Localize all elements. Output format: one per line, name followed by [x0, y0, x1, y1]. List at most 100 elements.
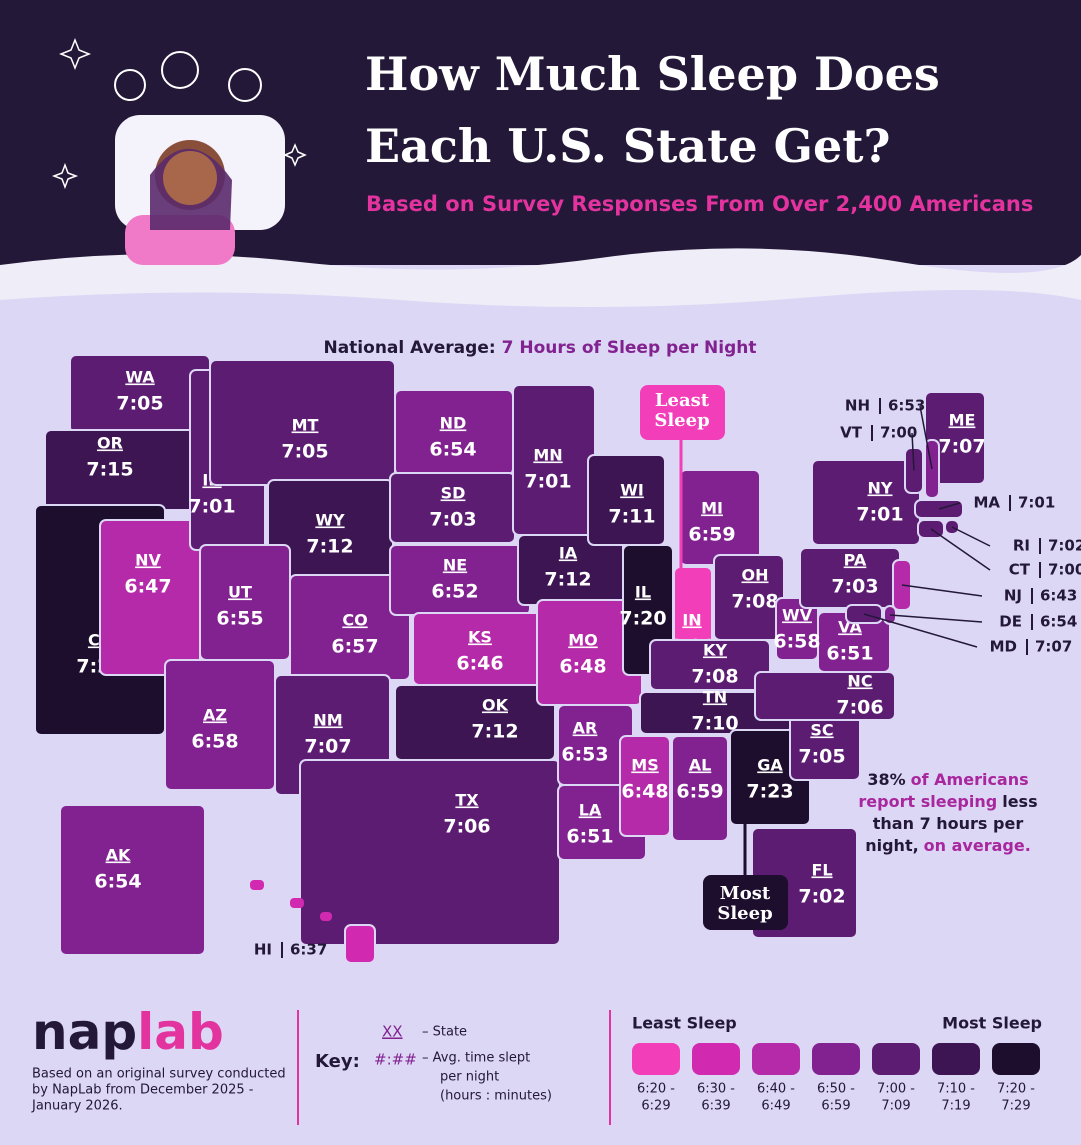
- state-abbr: NC: [847, 672, 872, 691]
- key-label: Key:: [315, 1051, 360, 1072]
- state-time: 7:11: [608, 506, 655, 528]
- state-shape: [59, 804, 206, 956]
- state-abbr: AK: [106, 846, 131, 865]
- state-abbr: PA: [844, 551, 867, 570]
- state-time: 7:15: [86, 459, 133, 481]
- legend-swatch: [812, 1043, 860, 1075]
- legend-label: 6:50 -: [817, 1082, 855, 1097]
- state-abbr: VT: [840, 424, 863, 442]
- state-time: 7:01: [188, 496, 235, 518]
- state-abbr: NV: [135, 551, 161, 570]
- state-abbr: DE: [999, 613, 1022, 631]
- state-time: 6:52: [431, 581, 478, 603]
- wave: [0, 289, 1081, 330]
- state-abbr: SC: [810, 721, 833, 740]
- leader-line: [863, 613, 978, 648]
- state-shape: [344, 924, 376, 964]
- state-time: 7:12: [306, 536, 353, 558]
- legend-swatch: [692, 1043, 740, 1075]
- state-time: 7:05: [281, 441, 328, 463]
- state-time: 6:47: [124, 576, 171, 598]
- callout-box: [640, 385, 725, 440]
- key-desc: – Avg. time slept: [422, 1051, 530, 1066]
- state-time: 7:05: [116, 393, 163, 415]
- state-time: 7:02: [1048, 537, 1081, 555]
- callout-text: Most: [720, 883, 771, 904]
- state-shape: [164, 659, 276, 791]
- note-part: report sleeping: [858, 792, 997, 811]
- state-shape: [250, 880, 264, 890]
- source-line: Based on an original survey conducted: [32, 1067, 286, 1082]
- illustration: [51, 37, 307, 265]
- callout-text: Sleep: [654, 410, 709, 431]
- legend-most: Most Sleep: [942, 1014, 1042, 1033]
- state-abbr: OK: [482, 696, 509, 715]
- note-part: 38%: [867, 770, 905, 789]
- key-desc: (hours : minutes): [440, 1089, 552, 1104]
- state-time: 7:12: [544, 569, 591, 591]
- state-shape: [679, 469, 761, 566]
- note-line: night, on average.: [865, 836, 1031, 855]
- legend-swatch: [932, 1043, 980, 1075]
- state-shape: [320, 912, 332, 921]
- legend-label: 6:49: [761, 1099, 790, 1114]
- state-time: 6:59: [688, 524, 735, 546]
- state-abbr: MT: [292, 416, 319, 435]
- state-abbr: ME: [949, 411, 976, 430]
- title-line: Each U.S. State Get?: [365, 119, 890, 173]
- state-abbr: RI: [1013, 537, 1030, 555]
- state-time: 7:07: [1035, 638, 1072, 656]
- source-line: January 2026.: [31, 1099, 123, 1114]
- value: 7 Hours of Sleep per Night: [502, 338, 757, 358]
- state-shape: [619, 735, 671, 837]
- key-desc: – State: [422, 1025, 467, 1040]
- legend-least: Least Sleep: [632, 1014, 737, 1033]
- state-abbr: WI: [620, 481, 644, 500]
- state-abbr: NJ: [1004, 587, 1022, 605]
- note-line: 38% of Americans: [867, 770, 1028, 789]
- state-time: 7:08: [731, 591, 778, 613]
- state-time: 7:10: [691, 713, 738, 735]
- source-line: by NapLab from December 2025 -: [32, 1083, 254, 1098]
- note-line: than 7 hours per: [873, 814, 1024, 833]
- leader-line: [889, 614, 983, 623]
- legend-swatch: [992, 1043, 1040, 1075]
- state-time: 6:55: [216, 608, 263, 630]
- legend-swatch: [872, 1043, 920, 1075]
- state-abbr: IN: [682, 611, 701, 630]
- key-sample: #:##: [374, 1051, 417, 1069]
- state-time: 6:54: [94, 871, 141, 893]
- state-time: 6:54: [429, 439, 476, 461]
- state-time: 7:03: [831, 576, 878, 598]
- state-abbr: KS: [468, 628, 492, 647]
- note-part: than 7 hours per: [873, 814, 1024, 833]
- state-time: 6:48: [559, 656, 606, 678]
- state-abbr: MD: [990, 638, 1017, 656]
- state-abbr: MI: [701, 499, 723, 518]
- state-time: 7:01: [1018, 494, 1055, 512]
- state-abbr: OR: [97, 434, 123, 453]
- state-shape: [671, 735, 729, 842]
- state-time: 6:58: [191, 731, 238, 753]
- state-time: 6:53: [888, 397, 925, 415]
- state-abbr: MA: [973, 494, 1000, 512]
- state-time: 7:06: [836, 697, 883, 719]
- legend-label: 6:30 -: [697, 1082, 735, 1097]
- label: National Average:: [323, 338, 495, 358]
- state-time: 6:58: [773, 631, 820, 653]
- legend-label: 7:00 -: [877, 1082, 915, 1097]
- legend-label: 7:19: [941, 1099, 970, 1114]
- state-abbr: TX: [455, 791, 479, 810]
- state-abbr: IL: [635, 583, 651, 602]
- state-time: 7:06: [443, 816, 490, 838]
- state-time: 7:23: [746, 781, 793, 803]
- leader-line: [951, 526, 991, 547]
- note-part: of Americans: [911, 770, 1029, 789]
- state-abbr: CT: [1009, 561, 1031, 579]
- state-time: 7:01: [856, 504, 903, 526]
- state-abbr: IA: [559, 544, 578, 563]
- state-time: 7:08: [691, 666, 738, 688]
- state-shape: [775, 597, 819, 661]
- leader-line: [938, 502, 961, 510]
